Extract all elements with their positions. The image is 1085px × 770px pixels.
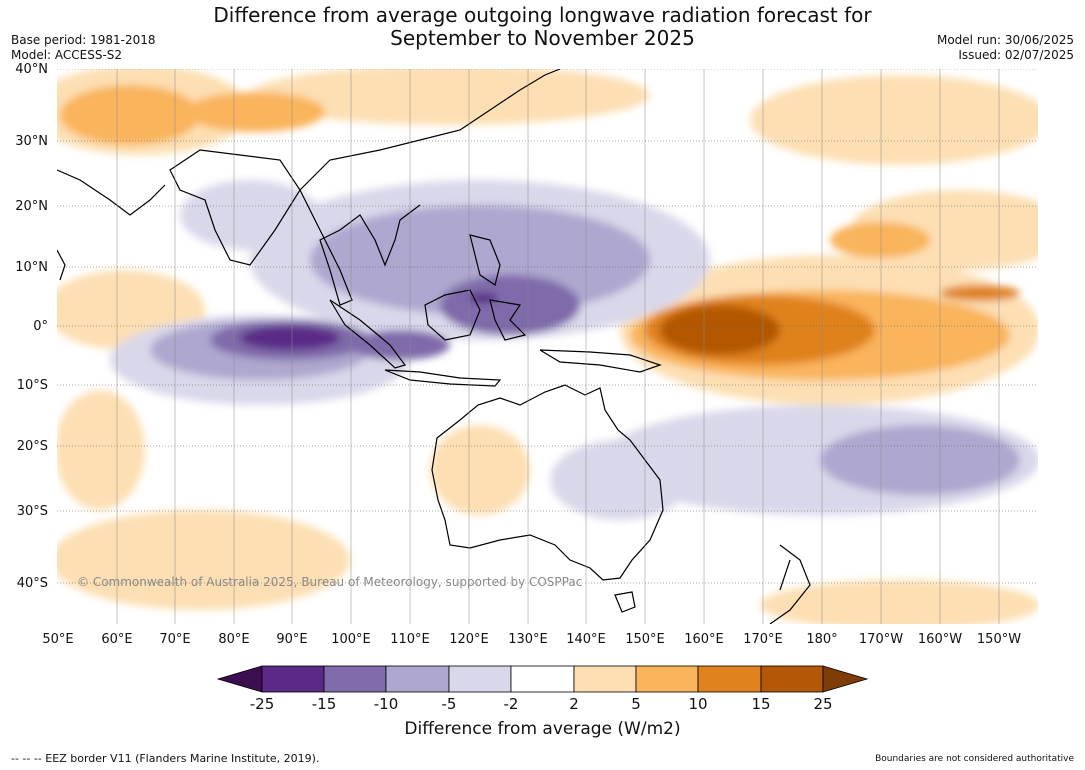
lon-label-170w: 170°W (858, 632, 904, 647)
australia-coast (431, 384, 664, 581)
lat-label-20n: 20°N (15, 199, 48, 214)
southeast-asia-coast (299, 69, 561, 306)
lon-label-120e: 120°E (449, 632, 489, 647)
anomaly-india-light (180, 180, 320, 250)
lon-label-150e: 150°E (625, 632, 665, 647)
borneo-coast (424, 289, 481, 341)
new-zealand-coast (769, 544, 811, 624)
anomaly-central-australia-light (550, 440, 690, 520)
colorbar (216, 665, 869, 693)
colorbar-tick: 25 (813, 695, 833, 713)
india-coast (169, 149, 301, 266)
colorbar-tick: -5 (441, 695, 457, 713)
lon-label-50e: 50°E (42, 632, 74, 647)
lon-label-160e: 160°E (684, 632, 724, 647)
lon-label-110e: 110°E (390, 632, 430, 647)
java-coast (384, 369, 502, 387)
lon-label-70e: 70°E (159, 632, 191, 647)
title-line-2: September to November 2025 (390, 26, 695, 50)
lat-label-20s: 20°S (16, 439, 48, 454)
anomaly-east-pacific-strong (940, 285, 1020, 301)
colorbar-tick: -15 (311, 695, 337, 713)
eez-footnote: -- -- -- EEZ border V11 (Flanders Marine… (11, 752, 320, 765)
coastlines (57, 69, 811, 624)
sulawesi-coast (489, 299, 527, 341)
anomaly-sumatra-strong (350, 330, 450, 360)
colorbar-bin-7 (635, 665, 699, 693)
arabia-coast (57, 169, 166, 281)
colorbar-tick: -10 (373, 695, 399, 713)
lat-label-10s: 10°S (16, 378, 48, 393)
colorbar-title: Difference from average (W/m2) (404, 719, 681, 739)
lon-label-170e: 170°E (743, 632, 783, 647)
model-run: Model run: 30/06/2025 (936, 33, 1074, 47)
new-guinea-coast (539, 349, 662, 373)
anomaly-borneo-strong (440, 275, 580, 335)
lat-label-40n: 40°N (15, 62, 48, 77)
base-period: Base period: 1981-2018 (11, 33, 156, 47)
colorbar-bin-4 (448, 665, 512, 693)
lon-label-160w: 160°W (917, 632, 963, 647)
colorbar-tick: 5 (631, 695, 641, 713)
colorbar-tick: 15 (751, 695, 771, 713)
colorbar-low-extension (216, 665, 263, 693)
lon-label-100e: 100°E (331, 632, 371, 647)
lat-label-eq: 0° (33, 319, 48, 334)
colorbar-high-extension (822, 665, 869, 693)
meridians (116, 69, 1000, 624)
anomaly-china-light (250, 69, 650, 125)
anomaly-north-pacific-light (750, 75, 1038, 165)
colorbar-bin-5 (510, 665, 575, 693)
map-title: Difference from average outgoing longwav… (0, 4, 1085, 50)
copyright-notice: © Commonwealth of Australia 2025, Bureau… (77, 575, 583, 589)
anomaly-field (57, 69, 1038, 624)
anomaly-ne-pacific-mid (830, 222, 930, 258)
anomaly-south-indian-light (57, 510, 350, 610)
lon-label-60e: 60°E (101, 632, 133, 647)
colorbar-bin-8 (697, 665, 762, 693)
lon-label-140e: 140°E (566, 632, 606, 647)
title-line-1: Difference from average outgoing longwav… (213, 3, 872, 27)
colorbar-tick: 10 (688, 695, 708, 713)
boundaries-disclaimer: Boundaries are not considered authoritat… (875, 754, 1074, 764)
lon-label-180: 180° (806, 632, 838, 647)
tasmania-coast (614, 591, 636, 613)
colorbar-bin-9 (760, 665, 824, 693)
anomaly-tibet-mid (185, 92, 325, 132)
meta-right: Model run: 30/06/2025 Issued: 02/07/2025 (937, 33, 1074, 63)
anomaly-indian-ocean-very-strong (240, 326, 340, 350)
lat-label-40s: 40°S (16, 576, 48, 591)
colorbar-tick: -2 (503, 695, 519, 713)
colorbar-tick: 2 (569, 695, 579, 713)
lat-label-10n: 10°N (15, 260, 48, 275)
sumatra-coast (329, 299, 406, 369)
colorbar-bin-3 (385, 665, 450, 693)
colorbar-bin-6 (573, 665, 637, 693)
meta-left: Base period: 1981-2018 Model: ACCESS-S2 (11, 33, 156, 63)
anomaly-north-asia-mid (60, 85, 200, 145)
lat-label-30n: 30°N (15, 134, 48, 149)
colorbar-tick: -25 (249, 695, 275, 713)
philippines-coast (469, 234, 501, 286)
model-name: Model: ACCESS-S2 (11, 48, 123, 62)
lon-label-130e: 130°E (508, 632, 548, 647)
anomaly-south-pacific-light (760, 580, 1038, 624)
colorbar-bin-1 (261, 665, 325, 693)
anomaly-pacific-very-strong (660, 305, 780, 355)
anomaly-west-indian-light (57, 390, 145, 510)
lon-label-80e: 80°E (218, 632, 250, 647)
issued-date: Issued: 02/07/2025 (958, 48, 1074, 62)
lat-label-30s: 30°S (16, 504, 48, 519)
anomaly-south-pacific-mid (820, 425, 1020, 495)
anomaly-nw-australia-light (430, 425, 530, 515)
colorbar-bin-2 (323, 665, 387, 693)
lon-label-150w: 150°W (976, 632, 1022, 647)
lon-label-90e: 90°E (276, 632, 308, 647)
